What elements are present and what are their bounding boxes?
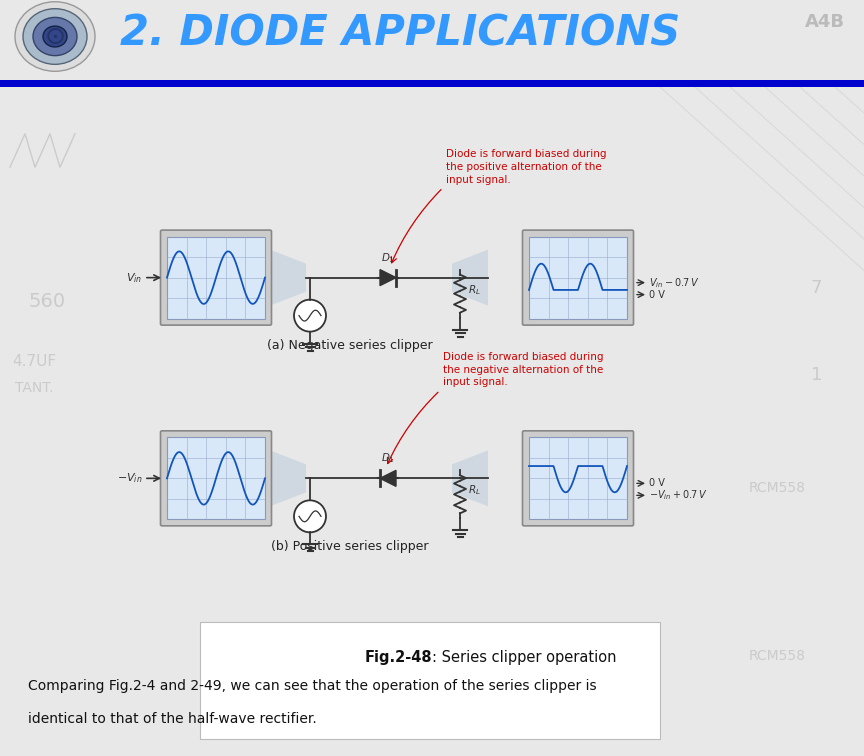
Circle shape (43, 26, 67, 47)
Circle shape (294, 299, 326, 332)
Text: Diode is forward biased during
the positive alternation of the
input signal.: Diode is forward biased during the posit… (446, 149, 607, 184)
Text: Fig.2-48: Fig.2-48 (365, 650, 432, 665)
Text: (b) Positive series clipper: (b) Positive series clipper (271, 540, 429, 553)
Text: A4B: A4B (805, 13, 845, 31)
Text: RCM558: RCM558 (749, 649, 806, 663)
Text: (a) Negative series clipper: (a) Negative series clipper (267, 339, 433, 352)
Text: $D_1$: $D_1$ (381, 251, 395, 265)
Text: RCM558: RCM558 (749, 482, 806, 495)
Circle shape (33, 17, 77, 56)
Text: ⊙: ⊙ (45, 24, 66, 48)
Bar (167, 237, 265, 318)
Text: 0 V: 0 V (649, 479, 665, 488)
Text: Comparing Fig.2-4 and 2-49, we can see that the operation of the series clipper : Comparing Fig.2-4 and 2-49, we can see t… (28, 679, 597, 692)
Polygon shape (270, 451, 306, 507)
Circle shape (15, 2, 95, 71)
Text: 4.7UF: 4.7UF (12, 354, 57, 369)
Polygon shape (270, 249, 306, 305)
Text: 0 V: 0 V (649, 290, 665, 299)
Text: $R_L$: $R_L$ (468, 483, 481, 497)
FancyBboxPatch shape (161, 431, 271, 526)
Polygon shape (380, 270, 396, 286)
Text: $-V_{in}+0.7\,V$: $-V_{in}+0.7\,V$ (649, 488, 708, 502)
Text: $V_{in}-0.7\,V$: $V_{in}-0.7\,V$ (649, 276, 700, 290)
Text: identical to that of the half-wave rectifier.: identical to that of the half-wave recti… (28, 712, 317, 727)
Text: $R_L$: $R_L$ (468, 283, 481, 296)
Circle shape (294, 500, 326, 532)
Text: 1: 1 (810, 366, 823, 383)
Text: TANT.: TANT. (16, 381, 54, 395)
Bar (200, 622, 660, 739)
Text: 560: 560 (29, 292, 66, 311)
FancyBboxPatch shape (161, 230, 271, 325)
Text: $-V_{in}$: $-V_{in}$ (117, 472, 142, 485)
Text: Diode is forward biased during
the negative alternation of the
input signal.: Diode is forward biased during the negat… (443, 352, 603, 387)
Text: 7: 7 (810, 279, 823, 296)
Polygon shape (452, 451, 488, 507)
Bar (529, 437, 627, 519)
Text: $D_1$: $D_1$ (381, 451, 395, 466)
Bar (167, 437, 265, 519)
Polygon shape (452, 249, 488, 305)
FancyBboxPatch shape (523, 431, 633, 526)
Bar (529, 237, 627, 318)
Polygon shape (380, 470, 396, 486)
Bar (0, 80, 864, 87)
FancyBboxPatch shape (523, 230, 633, 325)
Text: : Series clipper operation: : Series clipper operation (432, 650, 617, 665)
Circle shape (23, 8, 87, 64)
Text: $V_{in}$: $V_{in}$ (126, 271, 142, 284)
Text: 2. DIODE APPLICATIONS: 2. DIODE APPLICATIONS (120, 12, 680, 54)
